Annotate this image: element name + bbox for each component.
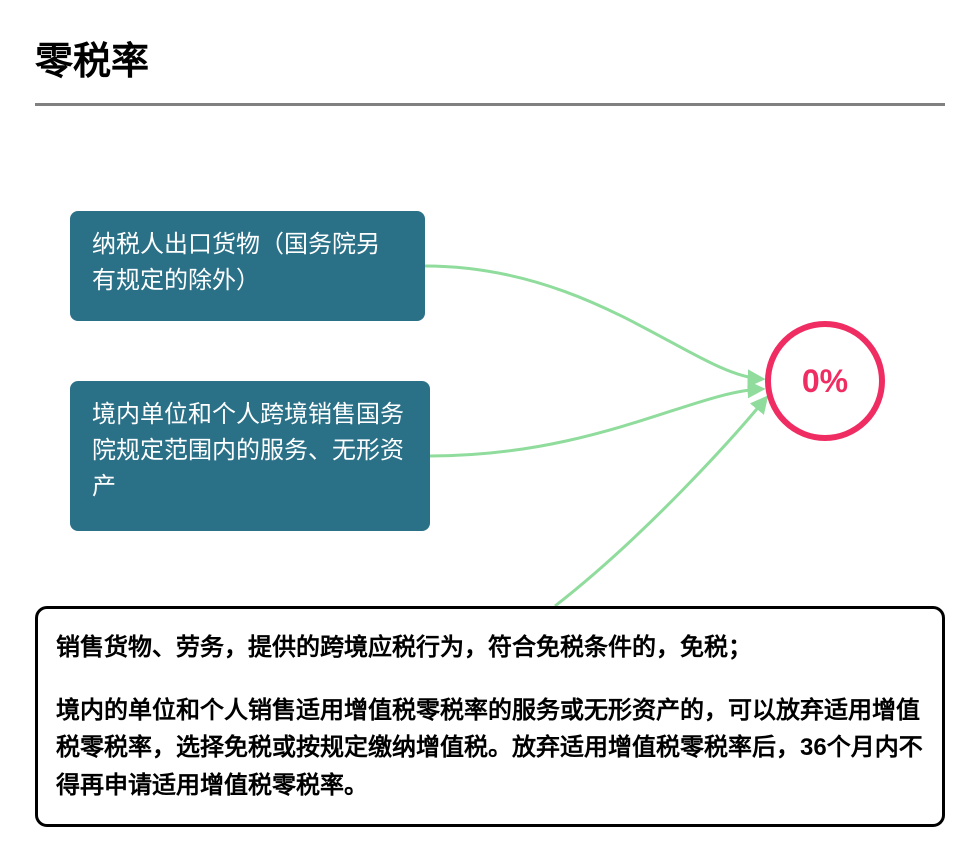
note-box: 销售货物、劳务，提供的跨境应税行为，符合免税条件的，免税； 境内的单位和个人销售… xyxy=(35,606,945,827)
connector-1 xyxy=(425,266,762,379)
connector-3 xyxy=(555,398,766,606)
zero-rate-circle: 0% xyxy=(765,321,885,441)
circle-text: 0% xyxy=(802,363,848,400)
box-export-goods: 纳税人出口货物（国务院另有规定的除外） xyxy=(70,211,425,321)
title-divider xyxy=(35,103,945,106)
connector-2 xyxy=(430,389,762,456)
box-text: 境内单位和个人跨境销售国务院规定范围内的服务、无形资产 xyxy=(92,401,404,500)
connector-paths xyxy=(425,266,766,606)
box-text: 纳税人出口货物（国务院另有规定的除外） xyxy=(92,231,380,294)
slide-container: 零税率 纳税人出口货物（国务院另有规定的除外） 境内单位和个人跨境销售国务院规定… xyxy=(0,0,980,850)
box-cross-border-services: 境内单位和个人跨境销售国务院规定范围内的服务、无形资产 xyxy=(70,381,430,531)
note-para-1: 销售货物、劳务，提供的跨境应税行为，符合免税条件的，免税； xyxy=(56,629,924,666)
diagram-canvas: 纳税人出口货物（国务院另有规定的除外） 境内单位和个人跨境销售国务院规定范围内的… xyxy=(35,116,945,836)
note-para-2: 境内的单位和个人销售适用增值税零税率的服务或无形资产的，可以放弃适用增值税零税率… xyxy=(56,692,924,804)
slide-title: 零税率 xyxy=(35,30,945,85)
